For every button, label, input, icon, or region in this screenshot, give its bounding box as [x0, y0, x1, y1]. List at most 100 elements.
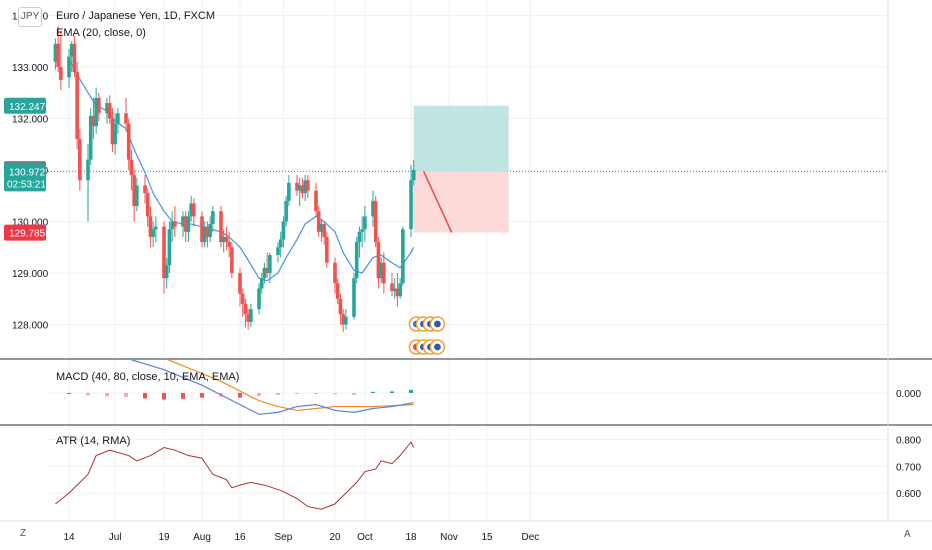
candle [162, 226, 166, 279]
price-tick-label: 132.000 [12, 114, 49, 125]
candle [357, 231, 362, 243]
candle [284, 200, 288, 222]
candle [227, 242, 231, 248]
candle [259, 278, 264, 289]
macd-histogram-bar [371, 391, 375, 393]
candle [341, 314, 345, 325]
candle [395, 288, 400, 297]
macd-histogram-bar [200, 392, 204, 398]
candle [379, 262, 383, 279]
candle [192, 203, 196, 217]
candle [325, 236, 329, 263]
candle [170, 221, 174, 230]
candle [173, 221, 177, 227]
time-tick-label: Aug [193, 532, 211, 543]
time-axis[interactable]: 14 Jul 19 Aug 16 Sep 20 Oct 18 Nov 15 Dec [63, 532, 539, 543]
macd-histogram-bar [390, 391, 394, 393]
time-tick-label: Nov [440, 532, 458, 543]
candle [78, 139, 82, 181]
event-markers[interactable] [408, 316, 446, 355]
currency-button[interactable]: JPY [18, 7, 42, 27]
candle [373, 200, 378, 243]
macd-histogram-bar [276, 392, 280, 395]
candle [56, 43, 60, 67]
candle [306, 180, 310, 191]
candle [300, 185, 305, 194]
macd-histogram-bar [67, 392, 71, 394]
candle [208, 224, 212, 237]
candle [211, 211, 215, 225]
candle [113, 123, 117, 145]
candle [88, 115, 93, 160]
candle [186, 216, 191, 232]
time-tick-label: 14 [63, 532, 75, 543]
candle [338, 298, 343, 315]
candle [287, 182, 291, 201]
candle [219, 211, 223, 243]
candle [392, 288, 397, 292]
time-tick-label: 16 [234, 532, 246, 543]
candle [94, 97, 98, 127]
macd-histogram-bar [105, 392, 109, 397]
macd-signal-line [167, 360, 414, 412]
candle [314, 190, 318, 212]
macd-histogram-bar [409, 389, 413, 393]
price-axis[interactable]: 128.000129.000130.000131.000132.000133.0… [12, 11, 921, 500]
macd-histogram-bar [181, 392, 185, 399]
candle [265, 267, 269, 274]
candle [360, 229, 364, 232]
target-price-badge-box [4, 97, 46, 114]
auto-scale-button[interactable]: A [904, 529, 911, 540]
candle [221, 236, 226, 243]
atr-tick-label: 0.600 [896, 489, 921, 500]
stop-price-badge: 129.785 [9, 229, 46, 240]
candle [295, 182, 299, 191]
projection-line [422, 171, 453, 233]
macd-histogram-bar [333, 392, 337, 395]
candle [238, 273, 242, 294]
atr-tick-label: 0.800 [896, 435, 921, 446]
macd-tick-label: 0.000 [896, 389, 921, 400]
candle [376, 242, 381, 279]
atr-pane [55, 441, 415, 510]
symbol-title[interactable]: Euro / Japanese Yen, 1D, FXCM [56, 10, 215, 22]
macd-histogram-bar [86, 392, 90, 396]
atr-legend[interactable]: ATR (14, RMA) [56, 435, 131, 447]
position-tool[interactable] [413, 105, 509, 233]
candle [72, 43, 77, 73]
macd-histogram-bar [352, 392, 356, 395]
candle [316, 211, 321, 232]
event-marker-dot [434, 343, 441, 351]
pane-separators [0, 0, 932, 522]
candle [322, 224, 326, 237]
zoom-button[interactable]: Z [20, 528, 27, 539]
candle [249, 309, 253, 322]
candle [333, 262, 337, 284]
macd-histogram-bar [314, 392, 318, 394]
price-tick-label: 133.000 [12, 63, 49, 74]
current-price-badge-box [4, 163, 46, 192]
time-tick-label: Dec [522, 532, 540, 543]
macd-histogram-bar [162, 392, 166, 400]
target-price-badge: 132.247 [9, 102, 46, 113]
time-tick-label: 18 [405, 532, 417, 543]
candles [53, 25, 416, 333]
candle [143, 185, 147, 194]
ema-legend[interactable]: EMA (20, close, 0) [56, 27, 146, 39]
candle [181, 216, 185, 227]
candle [126, 123, 131, 160]
candle [189, 203, 193, 217]
candle [243, 303, 248, 315]
candle [303, 180, 307, 194]
candle [335, 283, 340, 299]
candle [382, 262, 386, 284]
candle [107, 103, 112, 119]
candle [59, 66, 63, 80]
candle [409, 180, 413, 230]
candle [297, 185, 302, 191]
candle [246, 314, 250, 322]
candle [148, 216, 153, 237]
macd-legend[interactable]: MACD (40, 80, close, 10, EMA, EMA) [56, 371, 240, 383]
current-price-badge: 130.972 [9, 167, 46, 178]
